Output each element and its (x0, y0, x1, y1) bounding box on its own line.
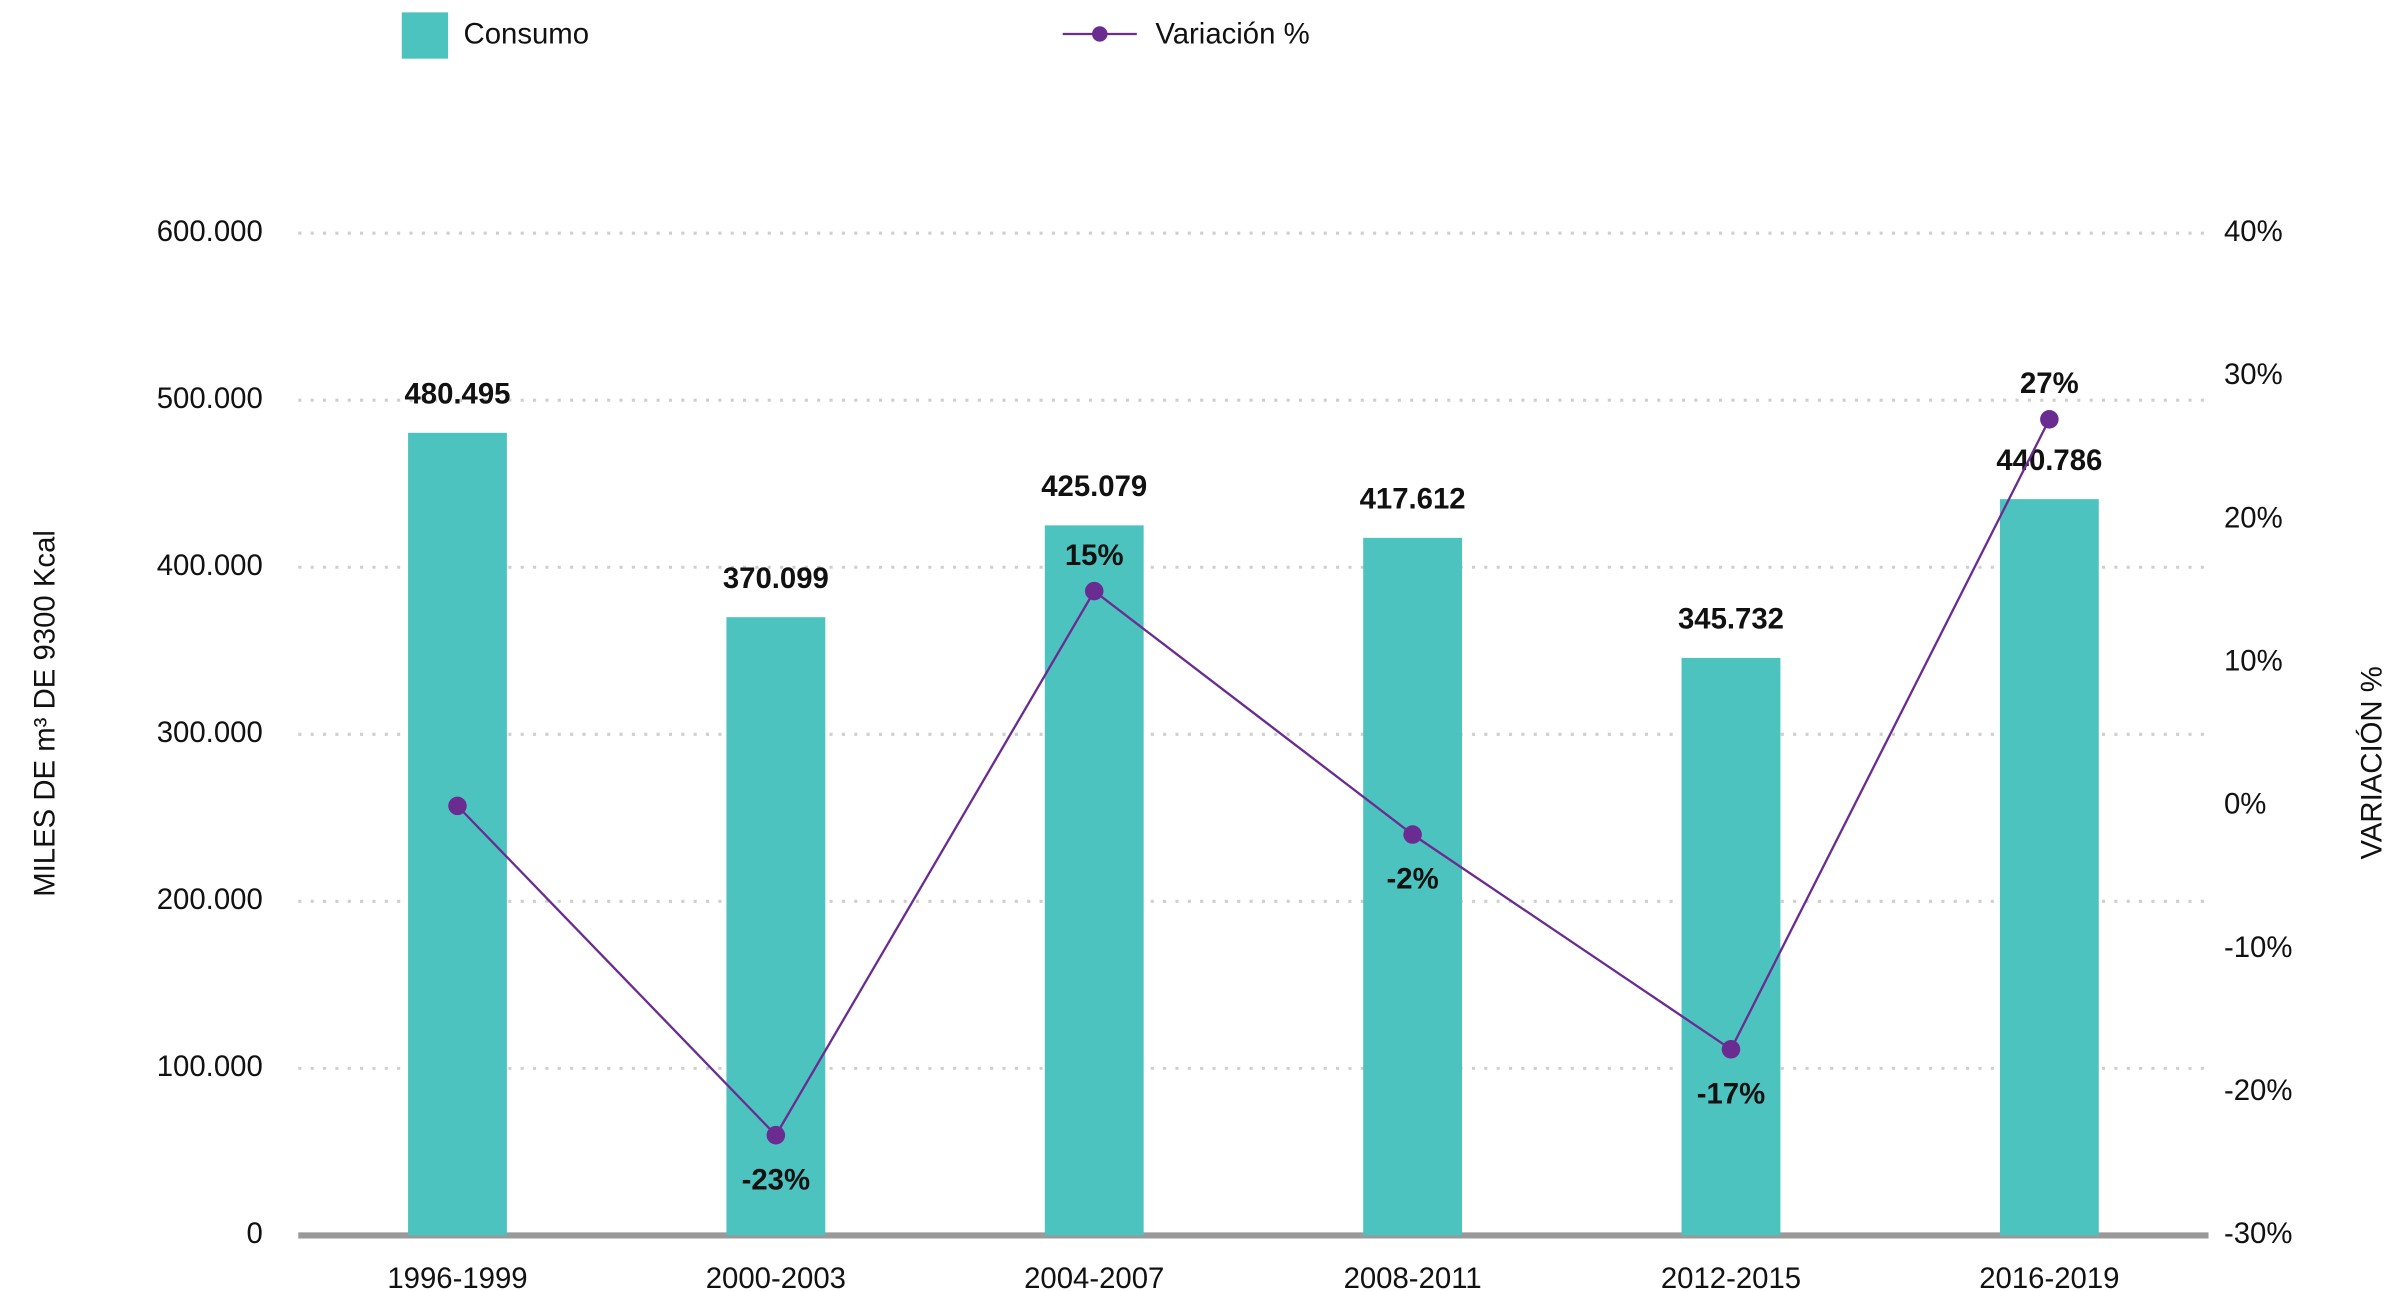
line-value-label: -17% (1697, 1077, 1765, 1110)
y-tick-label: 400.000 (157, 549, 263, 582)
line-marker (448, 796, 467, 816)
y-tick-label: 500.000 (157, 382, 263, 415)
line-value-label: -23% (742, 1163, 810, 1196)
legend-label: Consumo (464, 17, 590, 50)
x-tick-label: 1996-1999 (387, 1262, 527, 1291)
y2-tick-label: -10% (2224, 931, 2292, 964)
bar (408, 432, 507, 1236)
x-tick-label: 2008-2011 (1344, 1262, 1482, 1291)
x-tick-label: 2012-2015 (1661, 1262, 1801, 1291)
line (456, 418, 2051, 1138)
legend-swatch (401, 12, 449, 59)
y-axis-label: MILES DE m³ DE 9300 Kcal (28, 530, 61, 897)
y-tick-label: 0 (246, 1217, 262, 1250)
bar (1999, 499, 2099, 1236)
y2-tick-label: 10% (2224, 644, 2283, 677)
y-tick-label: 200.000 (157, 883, 263, 916)
bar-value-label: 425.079 (1041, 470, 1147, 503)
y2-axis-label: VARIACIÓN % (2356, 666, 2389, 859)
line-value-label: -2% (1387, 863, 1439, 896)
line-marker (1721, 1040, 1741, 1059)
bar-value-label: 370.099 (723, 562, 829, 595)
y-tick-label: 600.000 (157, 215, 263, 248)
x-tick-label: 2000-2003 (706, 1262, 846, 1291)
x-tick-label: 2004-2007 (1024, 1262, 1164, 1291)
bar-value-label: 440.786 (1996, 444, 2102, 477)
bar-value-label: 417.612 (1360, 483, 1466, 516)
line-marker (1403, 825, 1422, 844)
x-tick-label: 2016-2019 (1979, 1262, 2119, 1291)
legend-label: Variación % (1155, 17, 1309, 50)
y-tick-label: 300.000 (157, 716, 263, 749)
legend-marker (1092, 26, 1108, 42)
bar (1363, 537, 1463, 1236)
y-tick-label: 100.000 (157, 1050, 263, 1083)
y2-tick-label: -30% (2224, 1217, 2292, 1250)
bar (1681, 657, 1781, 1236)
y2-tick-label: 0% (2224, 788, 2266, 821)
y2-tick-label: 30% (2224, 358, 2283, 391)
line-value-label: 15% (1065, 539, 1124, 572)
y2-tick-label: 40% (2224, 215, 2283, 248)
line-marker (766, 1125, 786, 1145)
bar-value-label: 345.732 (1678, 603, 1784, 636)
line-value-label: 27% (2020, 367, 2079, 400)
y2-tick-label: 20% (2224, 501, 2283, 534)
line-marker (1084, 581, 1104, 601)
y2-tick-label: -20% (2224, 1074, 2292, 1107)
line-marker (2040, 410, 2059, 429)
bar-value-label: 480.495 (404, 377, 510, 410)
bar (1044, 525, 1144, 1236)
